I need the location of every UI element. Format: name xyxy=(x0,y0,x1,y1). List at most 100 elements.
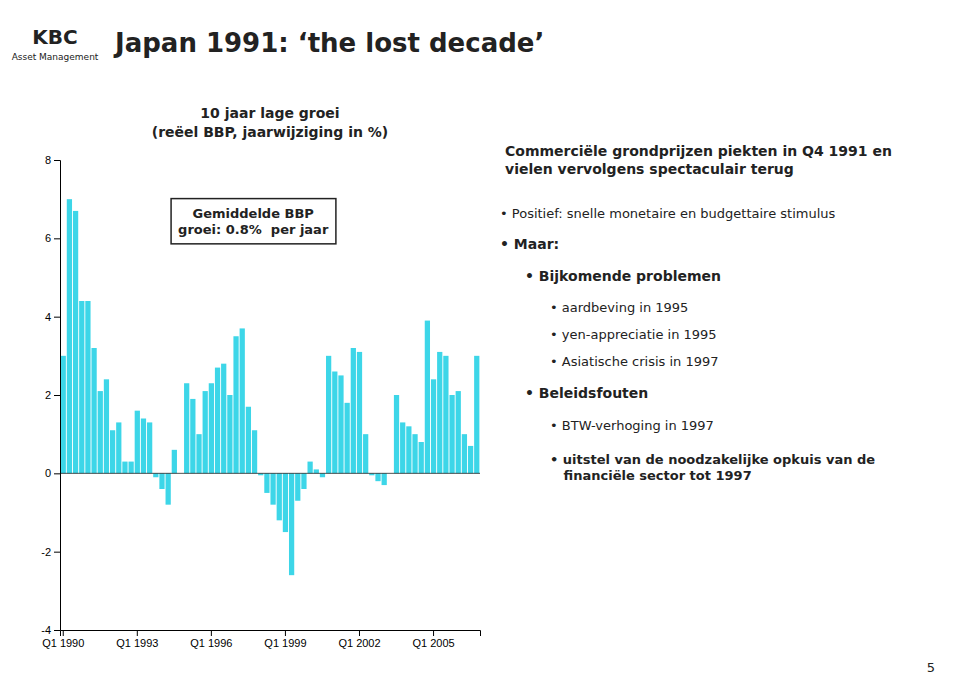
tick-mark xyxy=(359,630,360,636)
annotation-box: Gemiddelde BBPgroei: 0.8% per jaar xyxy=(171,199,336,244)
panel-text: • BTW-verhoging in 1997 xyxy=(550,418,714,433)
tick: Q1 1990 xyxy=(42,630,84,649)
tick: Q1 1996 xyxy=(190,630,232,649)
bar xyxy=(79,301,84,473)
tick: -4 xyxy=(41,624,60,636)
tick-label: 4 xyxy=(45,311,51,323)
tick-mark xyxy=(137,630,138,636)
x-axis: Q1 1990 Q1 1993 Q1 1996 Q1 1999 Q1 2002 Q1 20… xyxy=(42,630,480,649)
bar xyxy=(135,411,140,474)
tick-label: Q1 2005 xyxy=(412,637,454,649)
text-line: 5 xyxy=(927,660,935,675)
subtitle: 10 jaar lage groei xyxy=(200,105,339,121)
bar xyxy=(456,391,461,473)
tick-label: 6 xyxy=(45,232,51,244)
bar xyxy=(141,419,146,474)
tick: 8 xyxy=(45,154,60,166)
bar xyxy=(462,434,467,473)
axis-line xyxy=(61,631,481,637)
bar xyxy=(468,446,473,473)
bar xyxy=(190,399,195,473)
bar xyxy=(351,348,356,473)
tick-mark xyxy=(54,552,60,553)
y-axis: -4-202468 xyxy=(41,154,60,636)
bar xyxy=(264,473,269,493)
zero-line xyxy=(60,473,480,474)
tick: 4 xyxy=(45,311,60,323)
tick: -2 xyxy=(41,546,60,558)
tick-label: -4 xyxy=(41,624,51,636)
bar xyxy=(61,356,66,474)
page-number: 5 xyxy=(927,660,935,675)
tick-mark xyxy=(285,630,286,636)
bar xyxy=(116,422,121,473)
logo-text: KBC xyxy=(32,25,77,49)
tick-label: 2 xyxy=(45,389,51,401)
text-line: • uitstel van de noodzakelijke opkuis va… xyxy=(550,452,875,467)
texts: Japan 1991: ‘the lost decade’ 10 jaar lag… xyxy=(12,25,935,675)
tick: Q1 1993 xyxy=(116,630,158,649)
bar xyxy=(166,473,171,504)
bar xyxy=(301,473,306,489)
text-line: • Beleidsfouten xyxy=(525,385,648,401)
tick: Q1 2005 xyxy=(412,630,454,649)
bar xyxy=(289,473,294,575)
tick: 2 xyxy=(45,389,60,401)
text-line: 10 jaar lage groei xyxy=(200,105,339,121)
text-line: • Bijkomende problemen xyxy=(525,268,721,284)
tick-mark xyxy=(54,630,60,631)
panel-text: • Positief: snelle monetaire en budgetta… xyxy=(500,206,835,221)
bar xyxy=(307,462,312,474)
text-line: • yen-appreciatie in 1995 xyxy=(550,327,717,342)
text-line: KBC xyxy=(32,25,77,49)
panel-text: • uitstel van de noodzakelijke opkuis va… xyxy=(550,452,875,483)
bar xyxy=(345,403,350,474)
bar xyxy=(412,434,417,473)
chart: -4-202468Q1 1990Q1 1993Q1 1996Q1 1999Q1 … xyxy=(0,0,959,686)
tick-label: Q1 1990 xyxy=(42,637,84,649)
tick-mark xyxy=(54,317,60,318)
bar xyxy=(270,473,275,504)
bar xyxy=(437,352,442,473)
tick-mark xyxy=(211,630,212,636)
bar xyxy=(375,473,380,481)
bar xyxy=(159,473,164,489)
bar xyxy=(221,364,226,474)
bar xyxy=(382,473,387,485)
tick: Q1 2002 xyxy=(338,630,380,649)
bar xyxy=(425,321,430,474)
bar xyxy=(73,211,78,473)
bar xyxy=(406,426,411,473)
tick-label: Q1 2002 xyxy=(338,637,380,649)
bar xyxy=(233,336,238,473)
bar xyxy=(184,383,189,473)
bar xyxy=(314,469,319,473)
text-line: Japan 1991: ‘the lost decade’ xyxy=(113,28,544,58)
subtitle: (reëel BBP, jaarwijziging in %) xyxy=(152,124,389,140)
tick-mark xyxy=(433,630,434,636)
bar xyxy=(91,348,96,473)
bar xyxy=(196,434,201,473)
panel-text: • Bijkomende problemen xyxy=(525,268,721,284)
bar xyxy=(449,395,454,473)
bar xyxy=(122,462,127,474)
tick-label: -2 xyxy=(41,546,51,558)
bar xyxy=(209,383,214,473)
panel-text: Commerciële grondprijzen piekten in Q4 1… xyxy=(505,143,892,177)
text-line: • Positief: snelle monetaire en budgetta… xyxy=(500,206,835,221)
text-line: groei: 0.8% per jaar xyxy=(178,222,329,237)
tick-label: Q1 1999 xyxy=(264,637,306,649)
bar xyxy=(172,450,177,474)
bar xyxy=(85,301,90,473)
bar xyxy=(104,379,109,473)
bars xyxy=(61,199,480,575)
tick-mark xyxy=(54,160,60,161)
text-line: Asset Management xyxy=(12,52,99,62)
text-line: vielen vervolgens spectaculair terug xyxy=(505,161,794,177)
axis-line xyxy=(54,161,61,631)
bar xyxy=(363,434,368,473)
bar xyxy=(295,473,300,500)
tick-label: Q1 1993 xyxy=(116,637,158,649)
bar xyxy=(338,375,343,473)
bar xyxy=(326,356,331,474)
